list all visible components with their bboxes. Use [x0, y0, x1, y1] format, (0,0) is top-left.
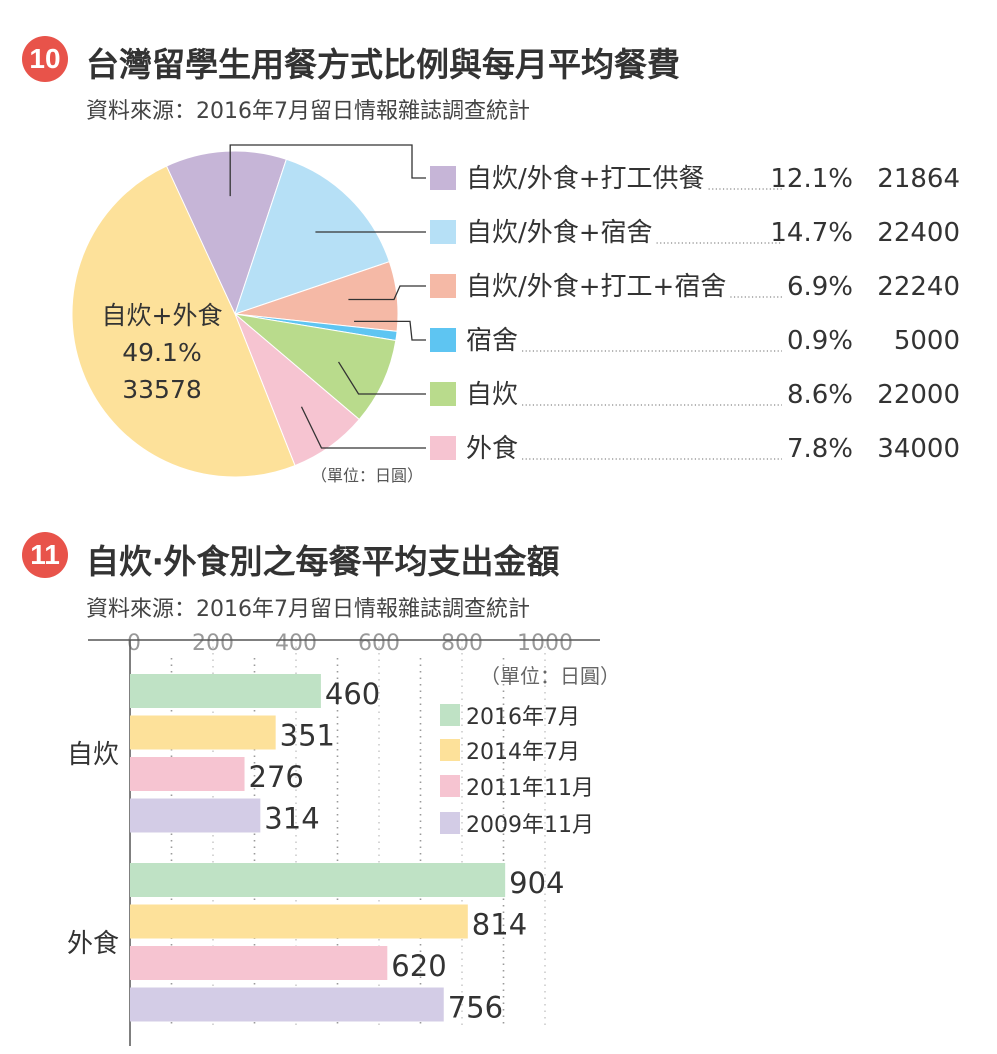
legend-swatch-2 [430, 220, 456, 244]
leader-line-5 [337, 361, 426, 395]
bar-value-1-1: 460 [325, 677, 380, 711]
x-tick-label-400: 400 [275, 631, 317, 656]
legend-swatch-1 [430, 166, 456, 190]
legend-amount-3: 22240 [877, 272, 960, 302]
x-tick-label-0: 0 [127, 631, 141, 656]
legend-percent-5: 8.6% [787, 380, 853, 410]
bar-2-2 [130, 904, 468, 939]
x-tick-label-1000: 1000 [517, 631, 573, 656]
bar-unit-note: （單位：日圓） [480, 664, 620, 688]
bar-legend-swatch-4 [440, 812, 460, 834]
legend-label-2: 自炊/外食+宿舍 [466, 218, 653, 248]
bar-legend-label-4: 2009年11月 [466, 813, 594, 838]
bar-2-1 [130, 863, 506, 897]
bar-1-3 [130, 757, 245, 791]
bar-value-1-3: 276 [249, 760, 304, 794]
legend-label-5: 自炊 [466, 380, 518, 410]
bar-2-4 [130, 987, 444, 1022]
leader-line-6 [300, 406, 426, 449]
legend-amount-6: 34000 [877, 434, 960, 464]
pie-chart: 自炊/外食+打工供餐 12.1% 21864 自炊/外食+宿舍 14.7% 22400 自炊… [71, 144, 960, 485]
legend-percent-2: 14.7% [770, 218, 853, 248]
pie-slice-1 [164, 150, 287, 316]
leader-line-4 [354, 320, 426, 341]
bar-legend-swatch-2 [440, 739, 460, 761]
category-label-2: 外食 [67, 929, 119, 959]
pie-slice-5 [233, 313, 397, 421]
legend-amount-1: 21864 [877, 164, 960, 194]
bar-1-1 [130, 674, 321, 708]
legend-label-3: 自炊/外食+打工+宿舍 [466, 272, 726, 302]
bar-value-2-3: 620 [391, 949, 446, 983]
legend-amount-4: 5000 [894, 326, 960, 356]
section-11-badge: 11 [22, 532, 68, 578]
legend-percent-1: 12.1% [770, 164, 853, 194]
pie-slice-2 [234, 158, 391, 315]
leader-line-1 [229, 144, 426, 197]
legend-amount-2: 22400 [877, 218, 960, 248]
legend-swatch-5 [430, 382, 456, 406]
legend-percent-4: 0.9% [787, 326, 853, 356]
bar-value-2-2: 814 [472, 908, 527, 942]
x-tick-label-600: 600 [358, 631, 400, 656]
x-tick-label-800: 800 [441, 631, 483, 656]
pie-slice-7 [71, 165, 296, 478]
legend-label-4: 宿舍 [466, 326, 518, 356]
bar-legend-label-2: 2014年7月 [466, 740, 580, 765]
legend-swatch-6 [430, 436, 456, 460]
section-10-source: 資料來源：2016年7月留日情報雜誌調查統計 [86, 99, 530, 124]
bar-legend-label-3: 2011年11月 [466, 776, 594, 801]
section-10-badge: 10 [22, 36, 68, 82]
bar-legend-swatch-3 [440, 775, 460, 797]
bar-legend-swatch-1 [440, 704, 460, 726]
section-11-source: 資料來源：2016年7月留日情報雜誌調查統計 [86, 597, 530, 622]
section-11-title: 自炊‧外食別之每餐平均支出金額 [86, 542, 560, 581]
legend-percent-3: 6.9% [787, 272, 853, 302]
legend-swatch-4 [430, 328, 456, 352]
bar-value-2-1: 904 [509, 866, 564, 900]
bar-value-1-2: 351 [280, 719, 335, 753]
pie-unit-note: （單位：日圓） [311, 466, 423, 485]
bar-chart: 0 200 400 600 800 1000 自炊 460 351 276 314 外食 904 814 6… [67, 631, 620, 1046]
leader-line-3 [348, 285, 426, 301]
bar-2-3 [130, 946, 388, 980]
pie-main-label: 自炊+外食 [102, 301, 223, 330]
x-tick-label-200: 200 [192, 631, 234, 656]
legend-label-6: 外食 [466, 434, 518, 464]
bar-legend-label-1: 2016年7月 [466, 705, 580, 730]
legend-label-1: 自炊/外食+打工供餐 [466, 164, 705, 194]
category-label-1: 自炊 [67, 740, 119, 770]
legend-amount-5: 22000 [877, 380, 960, 410]
bar-value-2-4: 756 [448, 991, 503, 1025]
section-10-title: 台灣留學生用餐方式比例與每月平均餐費 [86, 45, 680, 84]
legend-swatch-3 [430, 274, 456, 298]
bar-1-2 [130, 715, 276, 750]
bar-value-1-4: 314 [264, 802, 319, 836]
pie-main-amount: 33578 [122, 375, 202, 404]
legend-percent-6: 7.8% [787, 434, 853, 464]
bar-1-4 [130, 798, 261, 833]
pie-main-percent: 49.1% [122, 338, 201, 367]
